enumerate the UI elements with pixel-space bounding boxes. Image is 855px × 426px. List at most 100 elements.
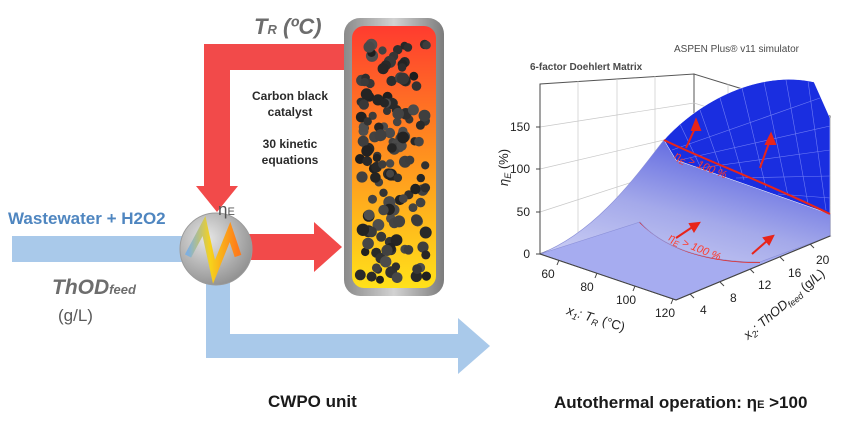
catalyst-particle (419, 226, 432, 239)
z-tick-100: 100 (510, 162, 530, 176)
catalyst-particle (363, 41, 375, 53)
z-tick-50: 50 (517, 205, 531, 219)
surface-mesh (671, 79, 831, 211)
catalyst-particle (362, 156, 373, 167)
catalyst-particle (418, 109, 431, 122)
y-tick-12: 12 (758, 278, 772, 292)
catalyst-particle (391, 272, 403, 283)
catalyst-particle (370, 172, 381, 183)
catalyst-particle (411, 214, 423, 226)
catalyst-particle (392, 107, 405, 120)
catalyst-particle (421, 161, 430, 170)
catalyst-particle (361, 247, 370, 257)
catalyst-particle (376, 231, 387, 242)
recycle-arrowhead (196, 186, 238, 212)
catalyst-particle (380, 98, 389, 108)
catalyst-particle (368, 194, 377, 204)
catalyst-particle (386, 75, 397, 87)
y-tick-16: 16 (788, 266, 802, 280)
thod-units-label: (g/L) (58, 306, 93, 325)
effluent-arrowhead (458, 318, 490, 374)
catalyst-particle (392, 117, 402, 127)
aspen-simulator-label: ASPEN Plus® v11 simulator (674, 44, 800, 55)
y-tick-8: 8 (730, 291, 737, 305)
catalyst-particle (378, 160, 387, 169)
energy-efficiency-label: ηE (218, 200, 235, 219)
catalyst-particle (356, 223, 370, 236)
catalyst-particle (410, 183, 421, 195)
catalyst-particles (354, 38, 432, 284)
effluent-stream (206, 334, 462, 358)
autothermal-caption: Autothermal operation: ηE >100 (554, 393, 808, 412)
region-arrows (675, 117, 777, 255)
catalyst-particle (390, 234, 403, 247)
catalyst-particle (398, 194, 408, 204)
catalyst-particle (393, 173, 403, 183)
catalyst-particle (387, 143, 397, 153)
catalyst-particle (376, 275, 384, 284)
x-axis-label: x1: TR (°C) (564, 302, 627, 336)
catalyst-particle (405, 155, 415, 165)
catalyst-particle (357, 135, 369, 147)
catalyst-particle (396, 140, 407, 151)
thod-feed-label: ThODfeed (52, 276, 136, 299)
catalyst-particle (391, 262, 401, 271)
catalyst-particle (368, 111, 377, 120)
catalyst-particle (360, 77, 369, 87)
catalyst-particle (371, 263, 381, 273)
kinetic-equations-label: 30 kinetic equations (261, 137, 319, 167)
catalyst-particle (397, 131, 409, 144)
catalyst-particle (403, 43, 413, 52)
catalyst-particle (416, 173, 425, 183)
z-axis-label: ηE (%) (496, 149, 513, 186)
catalyst-particle (362, 237, 374, 250)
reactor-temperature-label: TR (ºC) (254, 14, 322, 39)
y-tick-4: 4 (700, 303, 707, 317)
z-tick-150: 150 (510, 120, 530, 134)
recycle-down-stream (204, 44, 230, 192)
catalyst-particle (360, 88, 373, 100)
wastewater-label: Wastewater + H2O2 (8, 209, 166, 228)
catalyst-particle (415, 197, 426, 208)
catalyst-particle (393, 215, 406, 228)
catalyst-particle (381, 244, 393, 256)
catalyst-particle (378, 204, 389, 216)
catalyst-particle (397, 72, 409, 85)
reactor-inlet-arrowhead (314, 222, 342, 272)
catalyst-particle (358, 99, 369, 110)
cwpo-unit-caption: CWPO unit (268, 392, 357, 411)
catalyst-particle (385, 159, 395, 168)
catalyst-particle (372, 153, 381, 163)
x-tick-60: 60 (541, 267, 555, 281)
catalyst-particle (361, 145, 373, 157)
response-surface-plot: 0 50 100 150 60 80 100 120 4 8 12 16 20 … (496, 73, 832, 345)
feed-stream (12, 236, 192, 262)
catalyst-particle (412, 264, 422, 274)
surface-contour (663, 139, 831, 215)
surface-upper (663, 79, 831, 215)
catalyst-particle (363, 209, 375, 221)
catalyst-particle (403, 245, 414, 255)
catalyst-particle (363, 117, 372, 126)
catalyst-particle (411, 81, 422, 91)
catalyst-label: Carbon black catalyst (251, 89, 329, 119)
catalyst-particle (397, 63, 407, 72)
catalyst-particle (354, 269, 366, 281)
z-tick-0: 0 (523, 247, 530, 261)
catalyst-particle (378, 46, 387, 55)
catalyst-particle (422, 41, 431, 50)
x-tick-120: 120 (655, 306, 675, 320)
x-tick-80: 80 (580, 280, 594, 294)
axis-ticks (536, 126, 815, 305)
catalyst-particle (420, 183, 431, 193)
catalyst-particle (414, 136, 424, 147)
catalyst-particle (417, 241, 429, 253)
catalyst-particle (384, 127, 396, 139)
catalyst-particle (415, 120, 425, 130)
catalyst-particle (377, 63, 389, 75)
catalyst-particle (421, 271, 431, 281)
catalyst-particle (408, 203, 418, 213)
y-axis-label: x2: ThODfeed (g/L) (740, 266, 829, 345)
catalyst-particle (374, 129, 387, 142)
